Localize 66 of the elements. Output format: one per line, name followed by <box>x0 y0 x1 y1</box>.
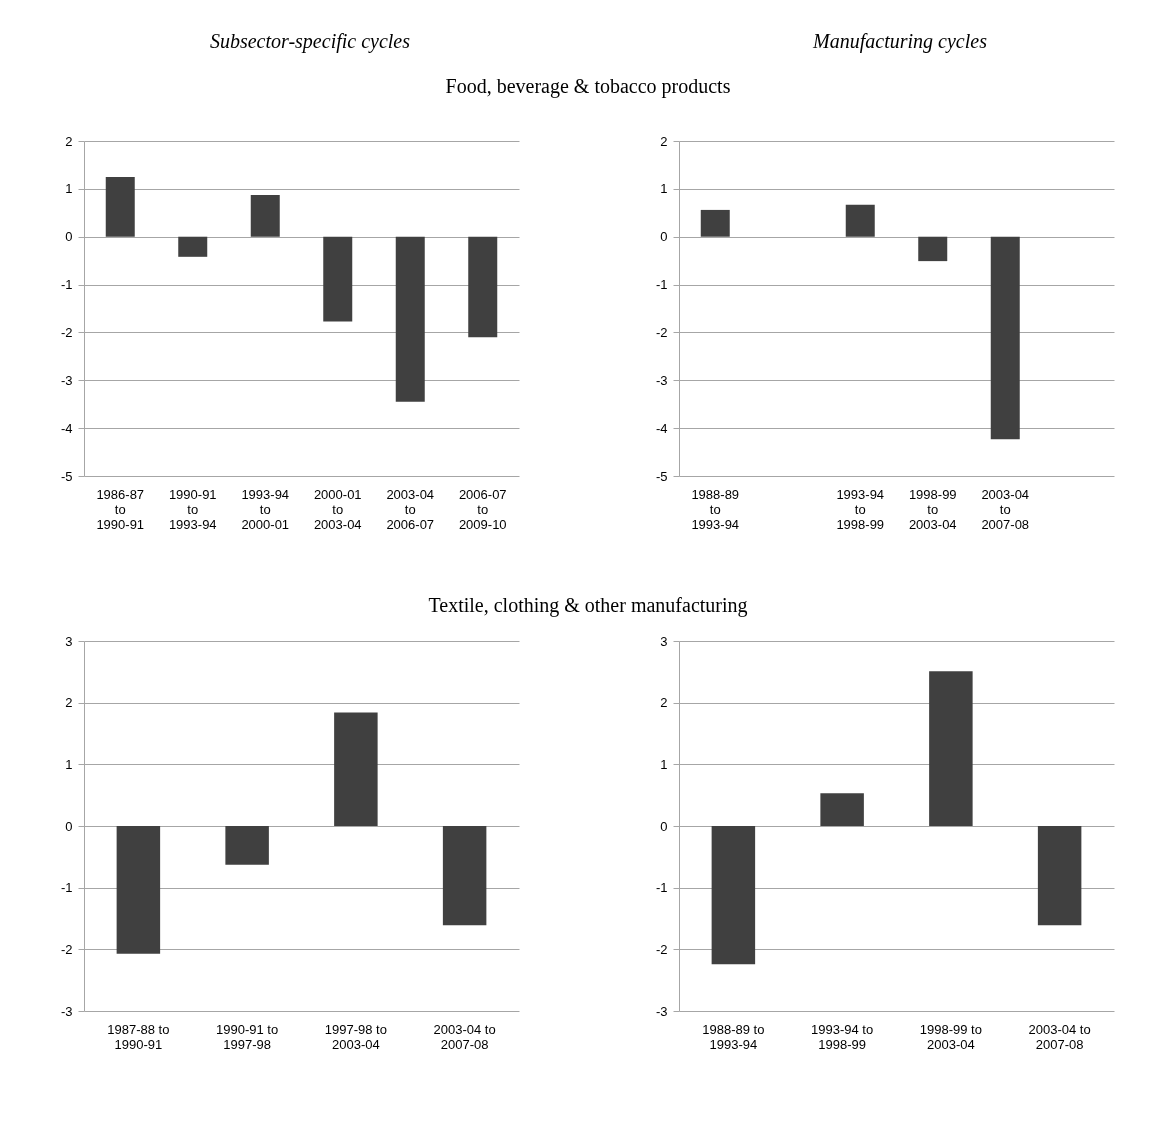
x-tick-label: 1990-91 to 1993-94 <box>168 486 217 532</box>
bar <box>990 236 1020 440</box>
text: Textile, clothing & other manufacturing <box>427 594 749 617</box>
x-tick-label: 1990-91 to 1997-98 <box>216 1021 279 1052</box>
x-tick-label: 2000-01 to 2003-04 <box>313 486 362 532</box>
y-tick-label: -4 <box>655 420 668 436</box>
x-tick-label: 1997-98 to 2003-04 <box>324 1021 387 1052</box>
x-tick-label: 1988-89 to 1993-94 <box>691 486 740 532</box>
y-tick-label: 2 <box>660 695 668 711</box>
x-tick-label: 2003-04 to 2006-07 <box>386 486 435 532</box>
y-tick-label: 2 <box>65 695 73 711</box>
text: Food, beverage & tobacco products <box>444 75 732 98</box>
y-tick-label: 0 <box>660 229 668 245</box>
x-tick-label: 1998-99 to 2003-04 <box>908 486 957 532</box>
y-tick-label: -3 <box>655 1003 668 1019</box>
bar <box>250 195 280 237</box>
x-tick-label: 2006-07 to 2009-10 <box>458 486 507 532</box>
bar <box>468 236 498 338</box>
y-tick-label: 3 <box>65 633 73 649</box>
y-tick-label: -3 <box>60 1003 73 1019</box>
x-tick-label: 1988-89 to 1993-94 <box>702 1021 765 1052</box>
y-tick-label: -1 <box>655 880 668 896</box>
x-tick-label: 2003-04 to 2007-08 <box>433 1021 496 1052</box>
bar <box>711 826 756 965</box>
y-tick-label: 0 <box>65 229 73 245</box>
y-tick-label: 1 <box>660 181 668 197</box>
x-tick-label: 1993-94 to 2000-01 <box>241 486 290 532</box>
y-tick-label: -1 <box>60 277 73 293</box>
bar <box>1037 826 1082 926</box>
y-tick-label: -5 <box>655 468 668 484</box>
x-tick-label: 1987-88 to 1990-91 <box>107 1021 170 1052</box>
y-tick-label: 0 <box>660 818 668 834</box>
y-tick-label: -1 <box>60 880 73 896</box>
bar <box>178 236 208 257</box>
y-tick-label: -2 <box>655 941 668 957</box>
x-tick-label: 2003-04 to 2007-08 <box>981 486 1030 532</box>
bar <box>845 204 875 237</box>
y-tick-label: 1 <box>65 181 73 197</box>
chart-title: Subsector-specific cycles <box>208 30 412 53</box>
y-tick-label: 3 <box>660 633 668 649</box>
y-tick-label: 2 <box>65 133 73 149</box>
y-tick-label: 1 <box>65 756 73 772</box>
bar <box>395 236 425 402</box>
y-tick-label: 0 <box>65 818 73 834</box>
chart-title: Manufacturing cycles <box>812 30 988 53</box>
y-tick-label: 1 <box>660 756 668 772</box>
bar <box>323 236 353 322</box>
y-tick-label: -1 <box>655 277 668 293</box>
bar <box>820 793 864 826</box>
x-tick-label: 1993-94 to 1998-99 <box>811 1021 874 1052</box>
y-tick-label: -4 <box>60 420 73 436</box>
bar <box>918 236 948 262</box>
y-tick-label: -3 <box>60 372 73 388</box>
bar <box>929 671 973 826</box>
bar <box>700 209 730 237</box>
y-tick-label: 2 <box>660 133 668 149</box>
y-tick-label: -2 <box>655 324 668 340</box>
bar <box>105 176 135 237</box>
y-tick-label: -5 <box>60 468 73 484</box>
x-tick-label: 1986-87 to 1990-91 <box>96 486 145 532</box>
y-tick-label: -2 <box>60 941 73 957</box>
x-tick-label: 1993-94 to 1998-99 <box>836 486 885 532</box>
y-tick-label: -3 <box>655 372 668 388</box>
x-tick-label: 2003-04 to 2007-08 <box>1028 1021 1091 1052</box>
x-tick-label: 1998-99 to 2003-04 <box>919 1021 982 1052</box>
y-tick-label: -2 <box>60 324 73 340</box>
